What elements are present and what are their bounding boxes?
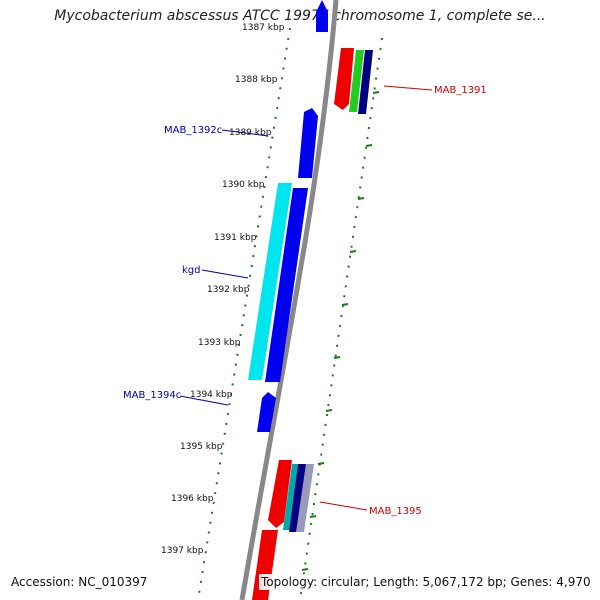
connector-mab-1392c <box>221 129 269 137</box>
gene-mab-1395-grey[interactable] <box>296 464 314 532</box>
gene-mab-1391-red[interactable] <box>334 48 354 110</box>
tick-label: 1390 kbp <box>222 180 265 190</box>
gene-mab-1394c[interactable] <box>257 392 276 432</box>
genome-summary-text: Topology: circular; Length: 5,067,172 bp… <box>259 574 593 590</box>
gene-mab-1395-red[interactable] <box>268 460 292 528</box>
gene-mab-1391-navy[interactable] <box>358 50 373 114</box>
gene-mab-1395-navy[interactable] <box>289 464 306 532</box>
map-title: Mycobacterium abscessus ATCC 19977 chrom… <box>0 8 600 24</box>
gene-label-mab-1394c[interactable]: MAB_1394c <box>123 390 181 401</box>
gene-cyan-1[interactable] <box>248 183 292 380</box>
tick-label: 1392 kbp <box>207 285 250 295</box>
tick-label: 1394 kbp <box>190 390 233 400</box>
gene-label-mab-1392c[interactable]: MAB_1392c <box>164 125 222 136</box>
tick-label: 1397 kbp <box>161 546 204 556</box>
accession-text: Accession: NC_010397 <box>9 574 150 590</box>
tick-label: 1396 kbp <box>171 494 214 504</box>
tick-label: 1388 kbp <box>235 75 278 85</box>
tick-label: 1391 kbp <box>214 233 257 243</box>
connector-kgd <box>201 269 249 279</box>
gene-kgd[interactable] <box>265 188 308 382</box>
gene-label-mab-1391[interactable]: MAB_1391 <box>434 85 487 96</box>
tick-label: 1387 kbp <box>242 23 285 33</box>
gene-bottom-red[interactable] <box>252 530 278 600</box>
tick-labels: 1387 kbp 1388 kbp 1389 kbp 1390 kbp 1391… <box>161 23 285 556</box>
gene-label-mab-1395[interactable]: MAB_1395 <box>369 506 422 517</box>
gene-mab-1391-green[interactable] <box>349 50 364 112</box>
tick-label: 1395 kbp <box>180 442 223 452</box>
connector-mab-1391 <box>383 85 433 91</box>
tick-label: 1389 kbp <box>229 128 272 138</box>
gene-mab-1392c[interactable] <box>298 108 318 178</box>
connector-mab-1395 <box>319 501 368 511</box>
inner-ticks <box>301 91 380 571</box>
gene-top-partial[interactable] <box>316 0 328 32</box>
connector-mab-1394c <box>179 395 229 406</box>
tick-label: 1393 kbp <box>198 338 241 348</box>
gene-mab-1395-cyan[interactable] <box>283 464 298 530</box>
gene-label-kgd[interactable]: kgd <box>182 265 201 276</box>
chromosome-backbone <box>239 0 339 600</box>
